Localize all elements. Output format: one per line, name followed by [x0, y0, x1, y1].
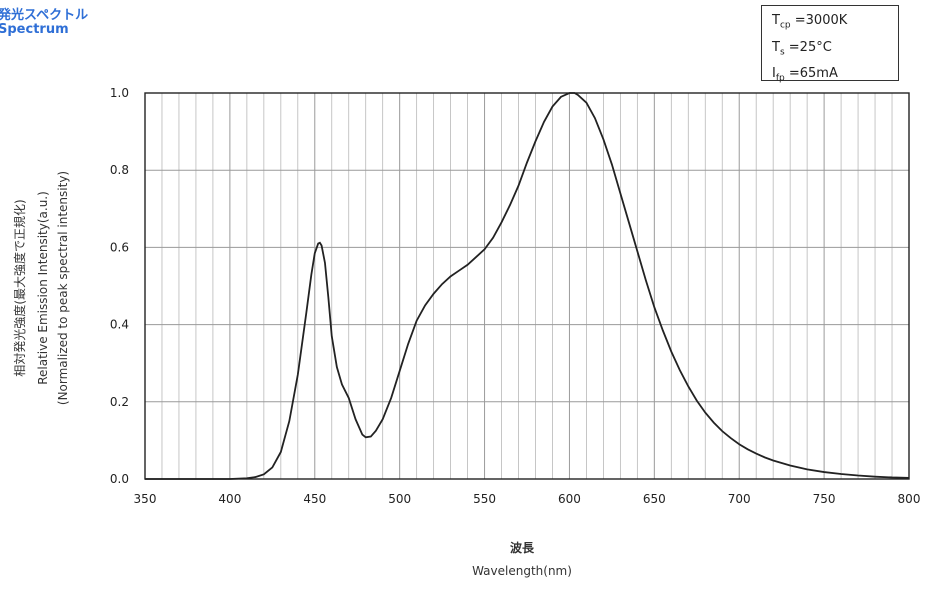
tick-labels: 350 400 450 500 550 600 650 700 750 800 0.0 0.2 0.4 0…	[110, 86, 921, 506]
y-axis-label: Relative Emission Intensity(a.u.)	[36, 191, 50, 385]
x-tick-label: 800	[898, 492, 921, 506]
x-axis-label: Wavelength(nm)	[472, 564, 572, 578]
chart-title-en: Spectrum	[0, 22, 69, 37]
chart-title-jp: 発光スペクトル	[0, 8, 89, 23]
y-tick-label: 1.0	[110, 86, 129, 100]
condition-color-temp: Tcp =3000K	[772, 13, 848, 31]
series-line	[145, 92, 910, 480]
x-tick-label: 400	[218, 492, 241, 506]
x-tick-label: 350	[134, 492, 157, 506]
x-tick-label: 600	[558, 492, 581, 506]
plot-frame	[144, 92, 910, 480]
y-tick-label: 0.4	[110, 318, 129, 332]
y-axis-label-jp: 相対発光強度(最大強度で正規化)	[12, 199, 27, 376]
conditions-box: Tcp =3000K Ts =25°C Ifp =65mA	[761, 5, 899, 84]
y-tick-label: 0.0	[110, 472, 129, 486]
y-tick-label: 0.6	[110, 240, 129, 254]
grid	[145, 93, 909, 479]
x-tick-label: 550	[473, 492, 496, 506]
x-tick-label: 650	[643, 492, 666, 506]
x-axis-label-jp: 波長	[510, 540, 535, 555]
x-tick-label: 750	[813, 492, 836, 506]
condition-temperature: Ts =25°C	[772, 39, 832, 58]
x-tick-label: 450	[303, 492, 326, 506]
x-tick-label: 700	[728, 492, 751, 506]
condition-current: Ifp =65mA	[772, 66, 838, 84]
y-tick-label: 0.2	[110, 395, 129, 409]
x-tick-label: 500	[388, 492, 411, 506]
y-axis-label-sub: (Normalized to peak spectral intensity)	[56, 171, 70, 405]
y-tick-label: 0.8	[110, 163, 129, 177]
